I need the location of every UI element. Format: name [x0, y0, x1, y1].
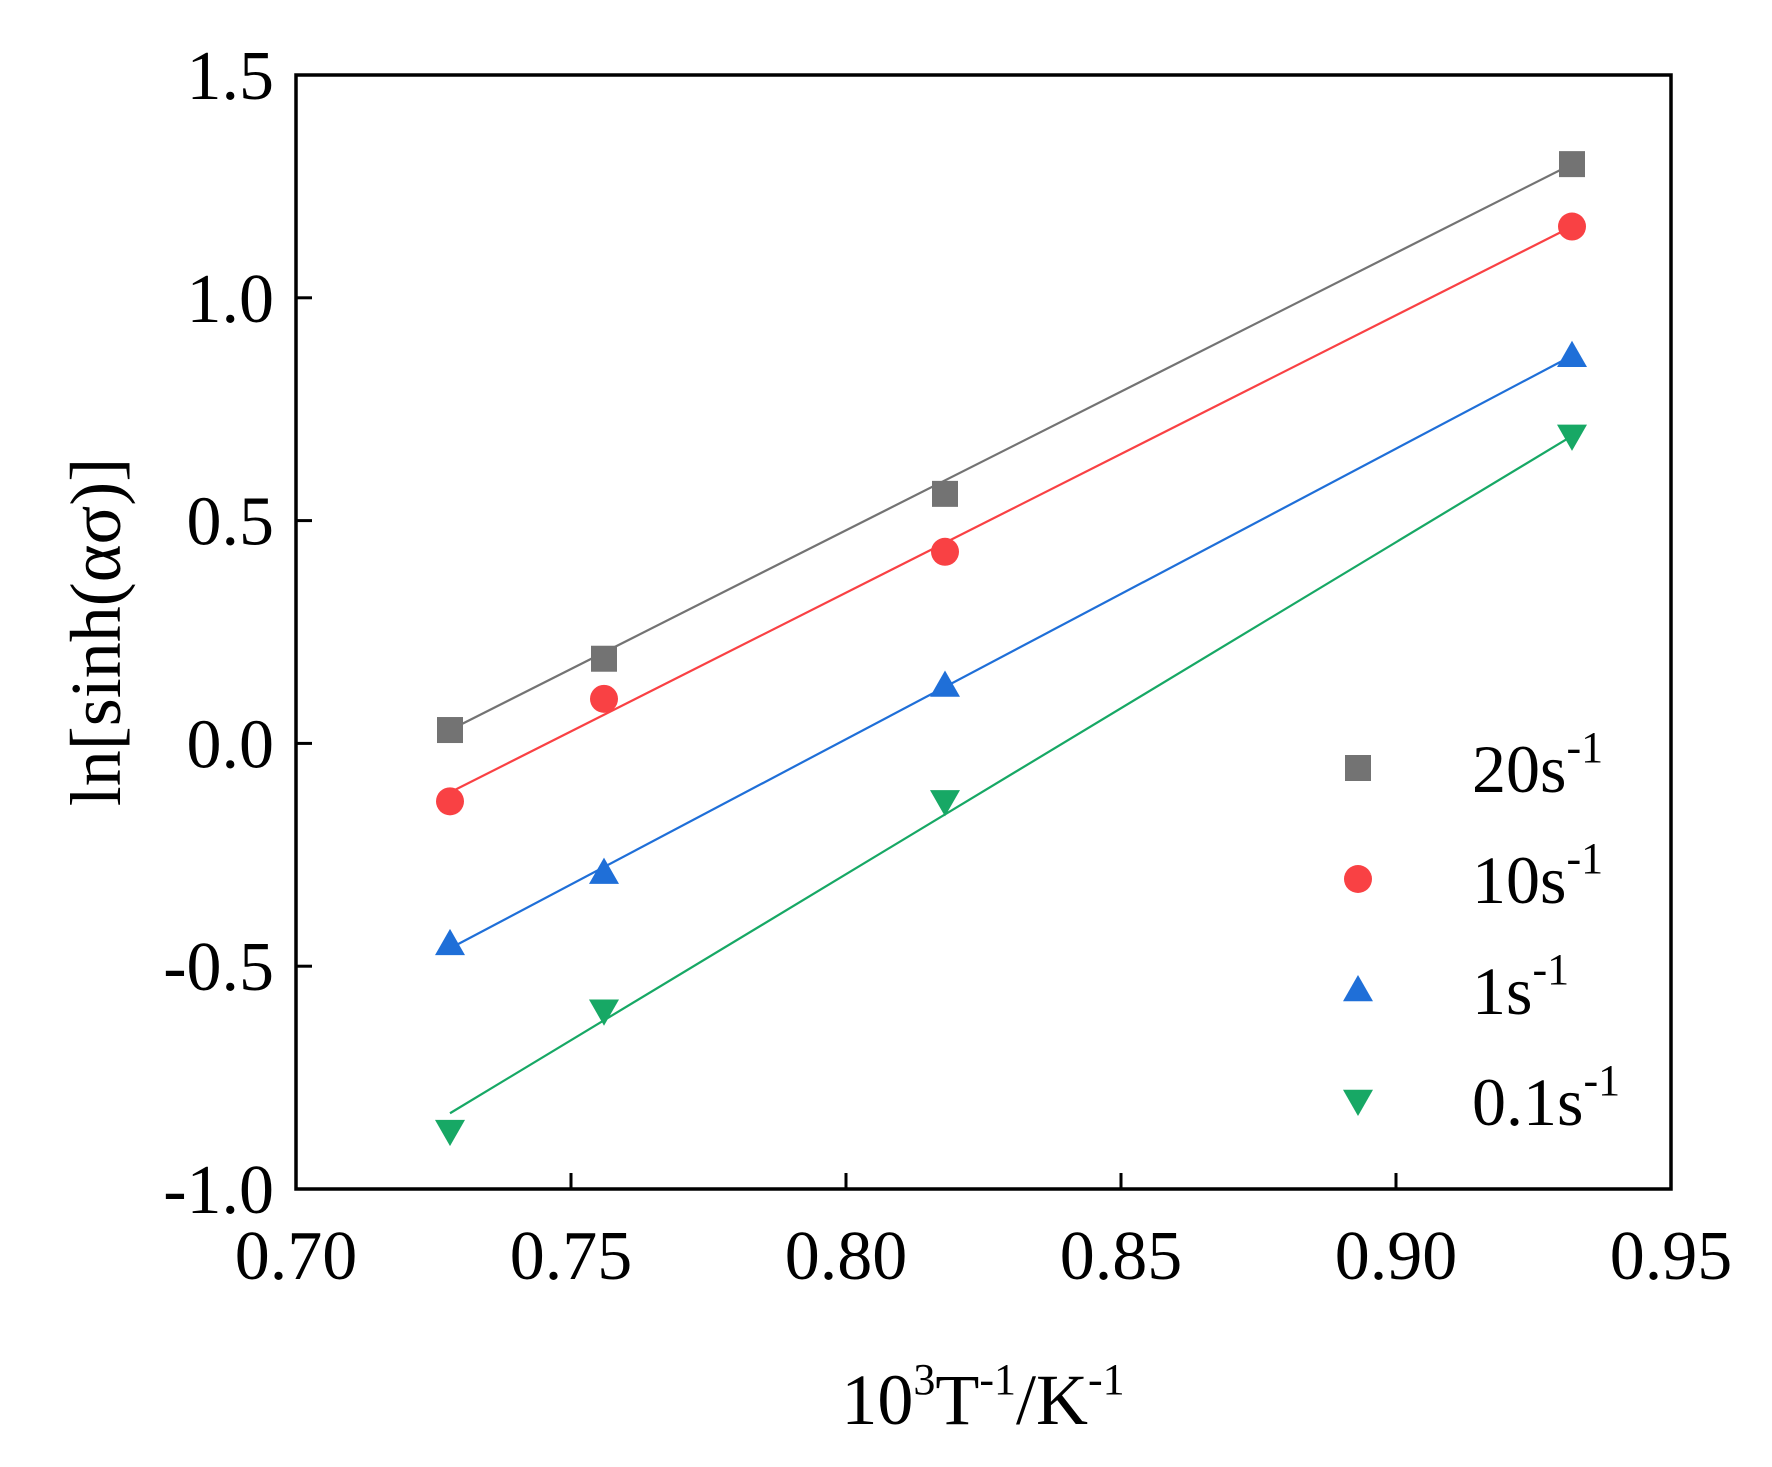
x-tick-label: 0.70	[235, 1218, 358, 1295]
fit-lines	[449, 163, 1573, 1115]
y-tick-label: 0.0	[187, 706, 275, 783]
x-tick-label: 0.75	[510, 1218, 633, 1295]
x-tick-label: 0.90	[1335, 1218, 1458, 1295]
legend-marker-10s	[1344, 865, 1372, 893]
x-tick-label: 0.85	[1060, 1218, 1183, 1295]
x-axis-title: 103T-1/K-1	[841, 1355, 1124, 1440]
legend-marker-0.1s	[1343, 1089, 1373, 1116]
data-point-10s	[590, 684, 618, 713]
legend: 20s-1 10s-1 1s-1 0.1s-1	[1343, 723, 1620, 1140]
data-point-10s	[931, 537, 959, 566]
y-tick-label: -0.5	[163, 929, 274, 1006]
data-point-1s	[435, 928, 465, 956]
y-axis-title: ln[sinh(ασ)]	[56, 458, 136, 806]
data-point-20s	[932, 480, 958, 507]
legend-label-20s: 20s-1	[1472, 723, 1603, 807]
data-point-0.1s	[1557, 424, 1587, 451]
legend-marker-1s	[1343, 975, 1373, 1002]
data-point-20s	[437, 717, 463, 744]
y-tick-label: -1.0	[163, 1152, 274, 1229]
data-point-20s	[1559, 151, 1585, 178]
data-markers	[435, 151, 1587, 1147]
data-point-1s	[1557, 340, 1587, 367]
data-point-0.1s	[435, 1119, 465, 1147]
x-ticks: 0.70 0.75 0.80 0.85 0.90 0.95	[235, 1173, 1733, 1295]
y-tick-label: 1.5	[187, 38, 275, 115]
legend-label-10s: 10s-1	[1472, 834, 1603, 918]
y-tick-label: 0.5	[187, 484, 275, 561]
data-point-10s	[436, 787, 464, 816]
fit-line-0.1s	[449, 434, 1573, 1115]
data-point-0.1s	[589, 999, 619, 1026]
y-ticks: -1.0 -0.5 0.0 0.5 1.0 1.5	[163, 38, 312, 1229]
legend-label-1s: 1s-1	[1472, 945, 1569, 1029]
x-tick-label: 0.80	[785, 1218, 908, 1295]
legend-marker-20s	[1345, 755, 1371, 781]
data-point-1s	[589, 857, 619, 884]
data-point-1s	[930, 670, 960, 697]
y-tick-label: 1.0	[187, 261, 275, 338]
data-point-0.1s	[930, 790, 960, 817]
plot-frame	[294, 73, 1673, 1191]
x-tick-label: 0.95	[1610, 1218, 1733, 1295]
data-point-10s	[1558, 212, 1586, 241]
fit-line-10s	[449, 225, 1573, 794]
legend-label-0.1s: 0.1s-1	[1472, 1056, 1620, 1140]
fit-line-20s	[449, 163, 1573, 732]
fit-line-1s	[449, 354, 1573, 950]
data-point-20s	[591, 645, 617, 672]
